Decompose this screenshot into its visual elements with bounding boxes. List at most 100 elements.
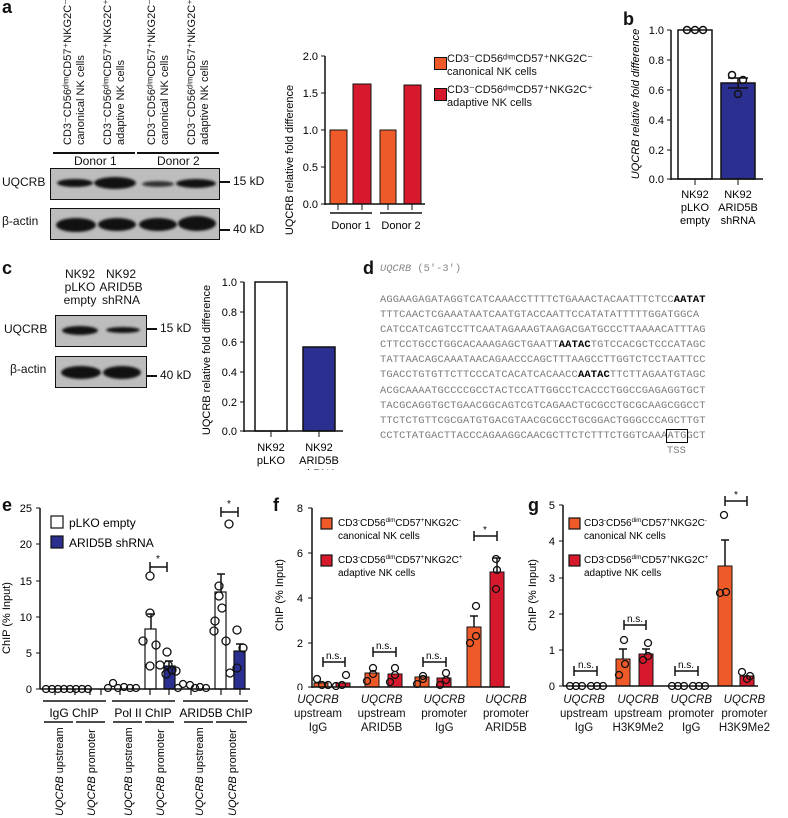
svg-text:n.s.: n.s. [376,641,392,652]
svg-text:UQCRB relative fold difference: UQCRB relative fold difference [201,285,213,435]
svg-text:5: 5 [549,500,555,512]
actin-blot [50,208,220,240]
svg-text:shRNA: shRNA [721,215,757,227]
tss-label: TSS [666,444,686,457]
f-xlabels: UQCRB upstream IgG UQCRB upstream ARID5B UQC… [294,694,529,734]
svg-text:1: 1 [549,645,555,657]
svg-text:20: 20 [20,539,32,551]
svg-text:canonical NK cells: canonical NK cells [584,531,666,542]
svg-text:UQCRB relative fold difference: UQCRB relative fold difference [630,29,642,179]
marker-15kd: 15 kD [233,174,265,188]
panel-letter-a: a [2,0,13,17]
svg-text:*: * [483,525,487,536]
svg-text:3: 3 [549,573,555,585]
svg-text:2: 2 [297,638,303,650]
chart-f: ChIP (% Input) 8 6 4 2 0 CD3-CD56dimCD57… [274,503,510,690]
donor-2-label: Donor 2 [157,154,200,168]
svg-text:0: 0 [549,681,555,690]
seq-line: CTTCCTGCCTGGCACAAAGAGCTGAATTAATACTGTCCAC… [380,339,706,352]
chart-a: UQCRB relative fold difference 2.0 1.5 1… [284,51,425,235]
panel-letter-b: b [623,9,634,29]
svg-text:4: 4 [297,593,303,605]
lane-label-3: CD3⁻CD56ᵈⁱᵐCD57⁺NKG2C⁻ canonical NK cell… [146,0,171,145]
svg-text:0.4: 0.4 [222,367,237,379]
svg-text:4: 4 [549,536,555,548]
svg-text:Donor 1: Donor 1 [331,220,370,232]
svg-text:0: 0 [297,682,303,690]
svg-text:0.0: 0.0 [649,174,664,186]
svg-text:0.0: 0.0 [222,426,237,438]
legend-adaptive: CD3⁻CD56ᵈⁱᵐCD57⁺NKG2C⁺ adaptive NK cells [447,84,593,109]
svg-text:NK92: NK92 [257,442,285,454]
svg-text:5: 5 [26,648,32,660]
panel-letter-c: c [2,258,13,278]
svg-text:UQCRB upstream: UQCRB upstream [54,727,66,816]
svg-text:1.0: 1.0 [222,277,237,289]
svg-text:0.8: 0.8 [649,55,664,67]
svg-text:shRNA: shRNA [302,468,338,470]
donor-1-bracket [53,152,135,154]
seq-line: AGGAAGAGATAGGTCATCAAACCTTTTCTGAAACTACAAT… [380,294,706,306]
uqcrb-row-label-c: UQCRB [4,322,48,336]
legend-swatch-canonical [434,57,447,70]
svg-text:CD3-CD56dimCD57+NKG2C+: CD3-CD56dimCD57+NKG2C+ [338,555,463,566]
seq-line: TACGCAGGTGCTGAACGGCAGTCGTCAGAACTGCGCCTGC… [380,399,706,412]
marker-15kd-c: 15 kD [160,321,192,335]
svg-text:ChIP (% Input): ChIP (% Input) [1,582,13,654]
panel-letter-g: g [528,495,539,515]
svg-text:UQCRB promoter: UQCRB promoter [155,729,167,816]
panel-letter-e: e [2,495,13,515]
svg-text:adaptive NK cells: adaptive NK cells [584,568,661,579]
seq-line: TTTCAACTCGAAATAATCAATGTACCAATTCCATATATTT… [380,309,700,322]
marker-tick [147,328,157,330]
svg-text:CD3-CD56dimCD57+NKG2C-: CD3-CD56dimCD57+NKG2C- [338,518,461,529]
svg-text:0.4: 0.4 [649,115,664,127]
legend-canonical: CD3⁻CD56ᵈⁱᵐCD57⁺NKG2C⁻ canonical NK cell… [447,53,593,78]
marker-tick [147,375,157,377]
y-axis-label: UQCRB relative fold difference [284,85,296,235]
svg-text:25: 25 [20,503,32,515]
svg-text:UQCRB promoter: UQCRB promoter [86,729,98,816]
svg-text:0.2: 0.2 [222,397,237,409]
seq-line: TATTAACAGCAAATAACAGAACCCAGCTTTAAGCCTTGGT… [380,354,706,367]
uqcrb-blot-c [55,315,147,347]
chart-g: ChIP (% Input) 5 4 3 2 1 0 CD3-CD56dimCD… [528,490,758,690]
svg-text:UQCRB promoter: UQCRB promoter [227,729,239,816]
svg-text:n.s.: n.s. [326,651,342,662]
svg-text:n.s.: n.s. [678,660,694,671]
svg-text:0.6: 0.6 [222,337,237,349]
svg-text:empty: empty [256,468,286,470]
svg-text:2: 2 [549,609,555,621]
panel-letter-d: d [363,258,374,278]
svg-text:1.0: 1.0 [649,25,664,37]
svg-text:NK92: NK92 [724,189,752,201]
panel-letter-f: f [273,495,279,515]
svg-text:CD3-CD56dimCD57+NKG2C-: CD3-CD56dimCD57+NKG2C- [584,518,707,529]
donor-2-bracket [137,152,219,154]
svg-text:6: 6 [297,548,303,560]
lane-label-4: CD3⁻CD56ᵈⁱᵐCD57⁺NKG2C⁺ adaptive NK cells [186,0,211,145]
seq-line: CCTCTATGACTTACCCAGAAGGCAACGCTTCTCTTTCTGG… [380,428,706,443]
actin-blot-c [55,356,147,388]
svg-text:CD3-CD56dimCD57+NKG2C+: CD3-CD56dimCD57+NKG2C+ [584,555,709,566]
svg-text:0.6: 0.6 [649,85,664,97]
svg-text:0.0: 0.0 [303,199,318,211]
svg-text:adaptive NK cells: adaptive NK cells [338,568,415,579]
svg-text:2.0: 2.0 [303,51,318,63]
svg-text:pLKO: pLKO [681,202,710,214]
svg-text:*: * [734,490,738,501]
svg-text:n.s.: n.s. [627,614,643,625]
svg-text:0.2: 0.2 [649,145,664,157]
sequence-title: UQCRB (5′-3′) [380,263,462,275]
svg-text:ARID5B: ARID5B [718,202,758,214]
svg-text:*: * [227,499,231,510]
lane-label-2: CD3⁻CD56ᵈⁱᵐCD57⁺NKG2C⁺ adaptive NK cells [102,0,127,145]
seq-line: TGACCTGTGTTCTTCCCATCACATCACAACCAATACTTCT… [380,369,706,382]
chart-e: ChIP (% Input) 25 20 15 10 5 0 pLKO empt… [1,499,253,816]
svg-text:n.s.: n.s. [426,651,442,662]
seq-line: CATCCATCAGTCCTTCAATAGAAAGTAAGACGATGCCCTT… [380,324,706,337]
uqcrb-row-label: UQCRB [2,175,46,189]
svg-text:1.0: 1.0 [303,125,318,137]
legend-swatch-adaptive [434,88,447,101]
svg-text:0: 0 [26,684,32,696]
